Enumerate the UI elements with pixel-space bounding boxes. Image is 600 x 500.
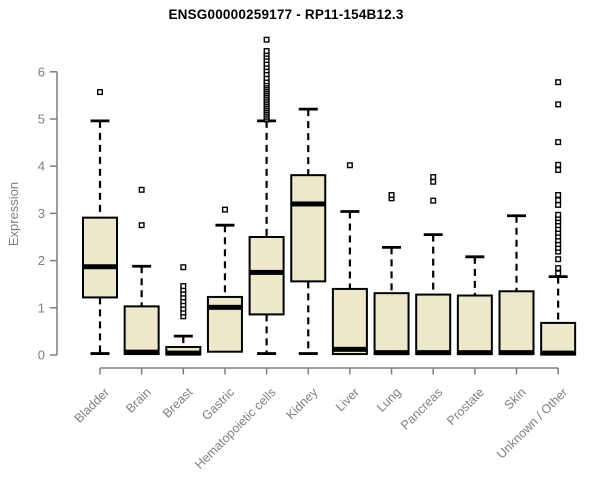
box-unknown-other — [540, 79, 577, 356]
median-line — [499, 350, 534, 356]
median-line — [374, 350, 409, 356]
iqr-box — [540, 321, 577, 356]
outlier-point — [555, 139, 562, 146]
box-kidney — [290, 107, 327, 355]
box-brain — [123, 186, 160, 356]
median-line — [83, 264, 117, 270]
median-line — [207, 304, 242, 310]
median-line — [124, 349, 159, 355]
iqr-box — [415, 293, 452, 356]
iqr-box — [290, 174, 327, 283]
y-tick-label: 5 — [38, 112, 45, 127]
median-line — [166, 350, 201, 356]
x-tick-label: Liver — [333, 385, 362, 414]
x-tick-label: Breast — [160, 385, 196, 421]
x-tick-label: Bladder — [72, 385, 112, 425]
iqr-box — [123, 305, 160, 356]
outlier-point — [555, 166, 562, 173]
outlier-point — [555, 101, 562, 108]
outlier-point — [555, 256, 562, 263]
outlier-point — [263, 36, 270, 43]
x-tick-label: Hematopoietic cells — [192, 385, 279, 472]
x-tick-label: Kidney — [283, 385, 320, 422]
box-skin — [498, 214, 535, 356]
iqr-box — [82, 216, 118, 299]
box-hematopoietic-cells — [248, 36, 285, 355]
x-tick-label: Brain — [123, 385, 154, 416]
iqr-box — [248, 236, 285, 316]
box-breast — [165, 264, 202, 356]
box-lung — [373, 191, 410, 356]
x-tick-label: Prostate — [444, 385, 487, 428]
box-bladder — [82, 89, 118, 355]
box-prostate — [456, 255, 493, 356]
y-tick-label: 1 — [38, 300, 45, 315]
box-liver — [331, 162, 368, 356]
y-tick-label: 6 — [38, 64, 45, 79]
outlier-point — [555, 211, 562, 218]
outlier-point — [555, 265, 562, 272]
median-line — [332, 346, 367, 352]
median-line — [541, 350, 576, 356]
x-tick-label: Skin — [502, 385, 529, 412]
chart-title: ENSG00000259177 - RP11-154B12.3 — [168, 7, 404, 22]
outlier-point — [555, 79, 562, 86]
iqr-box — [498, 290, 535, 356]
outlier-point — [555, 270, 562, 277]
outlier-point — [180, 283, 187, 290]
y-tick-label: 3 — [38, 206, 45, 221]
median-line — [416, 350, 451, 356]
outlier-point — [138, 222, 145, 229]
median-line — [457, 350, 492, 356]
outlier-point — [430, 178, 437, 185]
median-line — [249, 269, 284, 275]
box-gastric — [206, 206, 243, 353]
outlier-point — [430, 197, 437, 204]
y-tick-label: 0 — [38, 348, 45, 363]
outlier-point — [555, 201, 562, 208]
outlier-point — [346, 162, 353, 169]
outlier-point — [555, 161, 562, 168]
iqr-box — [373, 292, 410, 356]
outlier-point — [96, 89, 103, 96]
outlier-point — [138, 186, 145, 193]
x-tick-label: Pancreas — [398, 385, 445, 432]
outlier-point — [263, 48, 270, 55]
median-line — [291, 201, 326, 207]
outlier-point — [388, 191, 395, 198]
outlier-point — [180, 264, 187, 271]
outlier-point — [221, 206, 228, 213]
outlier-point — [555, 191, 562, 198]
box-pancreas — [415, 174, 452, 356]
x-tick-label: Unknown / Other — [494, 385, 570, 461]
outlier-point — [430, 174, 437, 181]
iqr-box — [456, 294, 493, 356]
y-tick-label: 4 — [38, 159, 45, 174]
iqr-box — [331, 287, 368, 356]
x-tick-label: Gastric — [199, 385, 237, 423]
x-tick-label: Lung — [374, 385, 404, 415]
y-tick-label: 2 — [38, 253, 45, 268]
outlier-point — [555, 197, 562, 204]
